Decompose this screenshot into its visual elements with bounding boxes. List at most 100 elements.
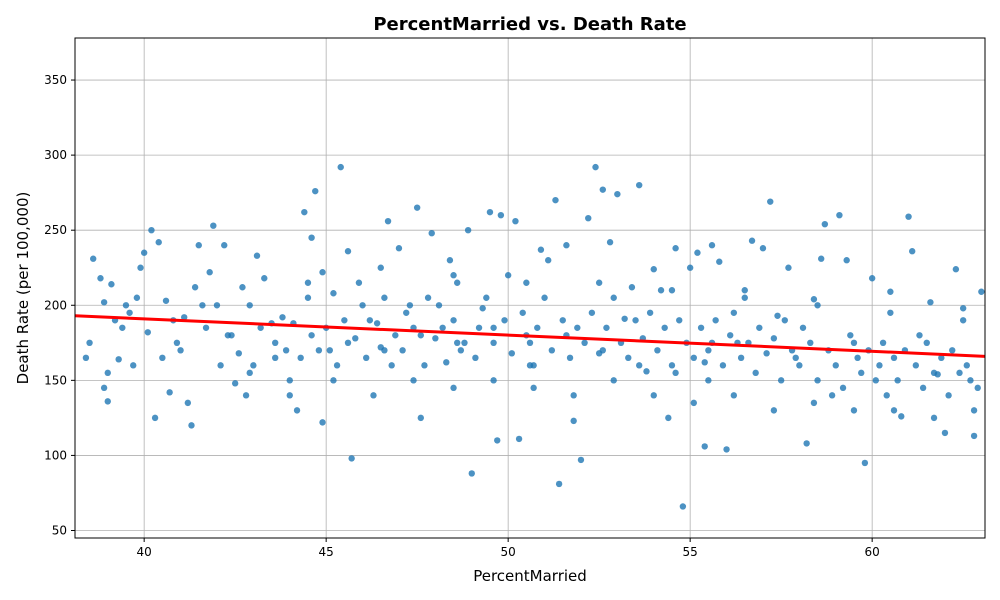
scatter-point (497, 211, 505, 219)
scatter-point (643, 368, 650, 375)
scatter-point (304, 294, 312, 301)
scatter-point (847, 332, 854, 339)
scatter-point (475, 324, 483, 331)
scatter-point (137, 264, 144, 271)
scatter-point (133, 294, 141, 301)
scatter-point (406, 302, 414, 309)
scatter-point (373, 320, 381, 327)
scatter-point (585, 214, 592, 222)
scatter-point (708, 242, 716, 249)
scatter-point (486, 208, 494, 216)
scatter-point (253, 252, 261, 259)
scatter-point (610, 377, 617, 384)
scatter-point (490, 324, 497, 331)
scatter-point (384, 217, 392, 225)
scatter-point (446, 257, 454, 264)
scatter-point (559, 317, 566, 324)
scatter-point (930, 369, 938, 377)
scatter-point (231, 380, 239, 387)
scatter-point (173, 339, 181, 347)
scatter-point (861, 459, 869, 467)
scatter-point (443, 359, 450, 366)
y-tick-label: 250 (44, 223, 67, 237)
scatter-point (810, 296, 818, 303)
scatter-point (636, 181, 643, 189)
scatter-point (199, 302, 206, 309)
scatter-point (818, 255, 825, 262)
scatter-point (552, 196, 559, 204)
scatter-point (195, 242, 202, 249)
scatter-point (614, 190, 621, 198)
scatter-point (595, 279, 603, 286)
scatter-point (970, 432, 978, 440)
scatter-point (927, 299, 934, 306)
scatter-point (603, 324, 610, 331)
scatter-point (650, 266, 657, 273)
scatter-point (770, 407, 778, 414)
scatter-point (293, 407, 301, 414)
scatter-point (330, 290, 337, 297)
scatter-point (272, 354, 279, 362)
scatter-point (421, 362, 428, 369)
x-tick-label: 60 (865, 545, 880, 559)
scatter-point (213, 302, 221, 309)
scatter-point (188, 422, 195, 429)
scatter-point (967, 377, 974, 384)
scatter-point (210, 222, 217, 229)
scatter-point (814, 302, 821, 309)
scatter-point (737, 354, 745, 362)
scatter-point (690, 399, 697, 407)
scatter-point (774, 312, 781, 319)
scatter-point (959, 317, 967, 324)
scatter-point (301, 208, 308, 216)
scatter-point (828, 392, 836, 399)
scatter-point (326, 347, 333, 354)
scatter-point (890, 354, 898, 362)
scatter-point (694, 249, 701, 256)
scatter-point (719, 362, 727, 369)
scatter-point (890, 407, 898, 414)
scatter-point (181, 314, 188, 321)
scatter-point (770, 335, 778, 342)
scatter-point (439, 324, 446, 331)
scatter-point (785, 264, 792, 271)
scatter-point (424, 294, 432, 301)
scatter-point (555, 480, 563, 488)
scatter-point (308, 234, 315, 241)
scatter-point (810, 399, 818, 407)
scatter-point (100, 384, 108, 392)
scatter-point (428, 229, 435, 237)
scatter-point (279, 314, 286, 321)
scatter-point (887, 288, 894, 295)
scatter-point (599, 347, 606, 354)
scatter-point (523, 279, 530, 286)
scatter-point (537, 246, 545, 253)
scatter-point (581, 339, 588, 347)
scatter-point (807, 339, 814, 347)
scatter-point (392, 332, 399, 339)
scatter-point (261, 275, 268, 282)
scatter-point (686, 264, 694, 271)
scatter-point (366, 317, 374, 324)
scatter-point (821, 220, 829, 228)
scatter-point (781, 317, 788, 324)
scatter-point (723, 446, 730, 453)
scatter-point (530, 384, 537, 392)
scatter-point (144, 329, 151, 336)
scatter-point (879, 339, 887, 347)
x-tick-label: 40 (137, 545, 152, 559)
scatter-point (792, 354, 799, 362)
scatter-point (508, 350, 515, 357)
axis-ticks: 40 45 50 55 60 50 100 150 200 250 300 350 (44, 73, 880, 559)
scatter-point (319, 419, 326, 426)
scatter-point (650, 392, 657, 399)
scatter-point (126, 309, 133, 316)
scatter-point (599, 186, 606, 193)
scatter-point (712, 317, 719, 324)
scatter-point (974, 384, 981, 392)
y-axis-label: Death Rate (per 100,000) (14, 192, 32, 385)
scatter-point (705, 377, 712, 384)
scatter-point (177, 347, 184, 354)
scatter-point (868, 275, 876, 282)
scatter-point (690, 354, 697, 362)
